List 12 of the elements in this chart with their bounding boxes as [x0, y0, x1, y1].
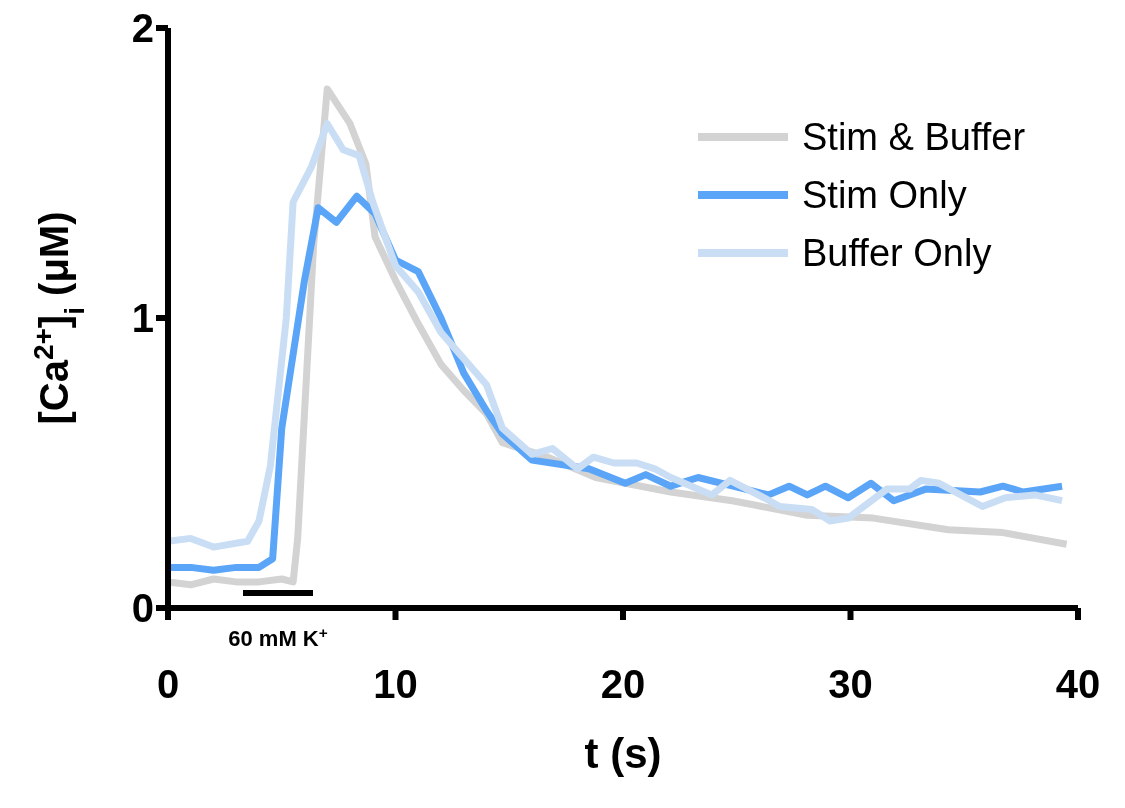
x-tick-label: 40 [1055, 662, 1101, 707]
legend-label: Buffer Only [802, 231, 992, 275]
y-tick-label: 0 [131, 586, 154, 631]
x-tick-label: 20 [600, 662, 646, 707]
x-axis-title: t (s) [584, 730, 662, 777]
legend-label: Stim Only [802, 173, 967, 217]
y-tick-label: 1 [131, 296, 154, 341]
text: 60 mM K$^{+}$ [228, 623, 328, 651]
y-tick-label: 2 [131, 6, 154, 51]
legend-label: Stim & Buffer [802, 115, 1026, 159]
x-tick-label: 30 [828, 662, 873, 707]
x-tick-label: 10 [373, 662, 418, 707]
